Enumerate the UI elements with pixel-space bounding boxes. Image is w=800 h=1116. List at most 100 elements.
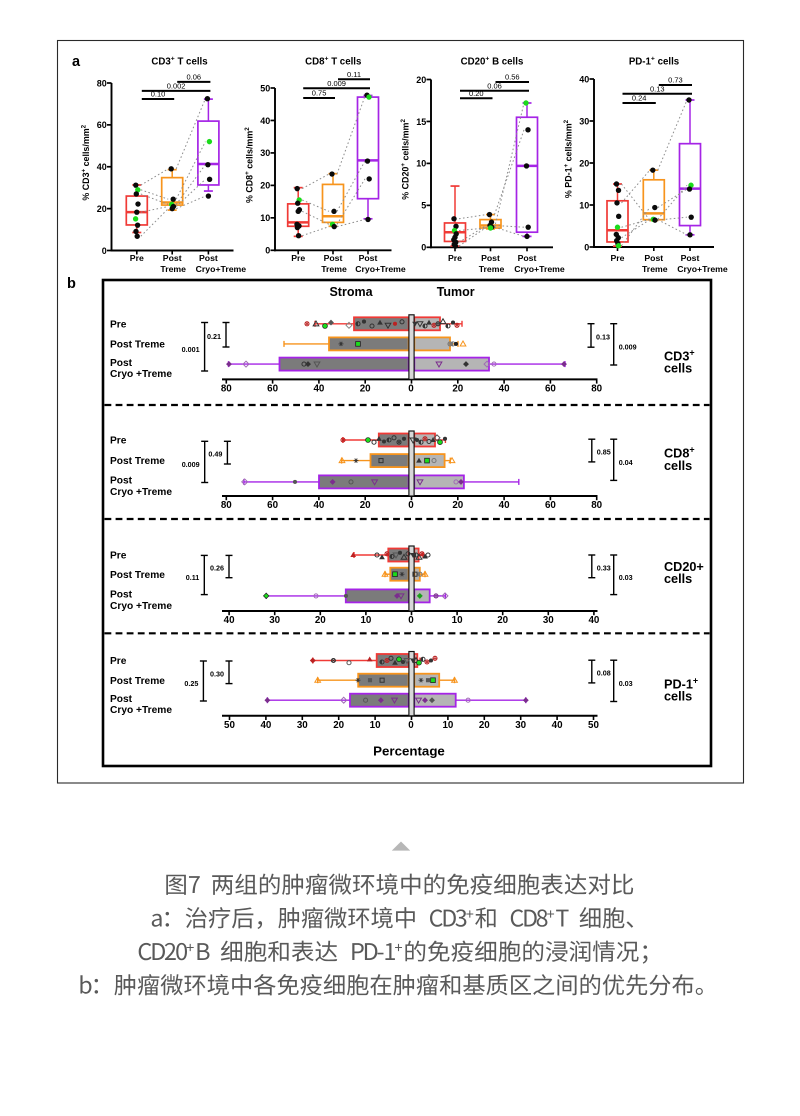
svg-text:Pre: Pre bbox=[110, 656, 127, 667]
svg-text:40: 40 bbox=[260, 720, 271, 731]
svg-text:CD8+: CD8+ bbox=[664, 445, 695, 461]
svg-text:Post Treme: Post Treme bbox=[110, 570, 165, 581]
svg-text:20: 20 bbox=[360, 383, 371, 394]
svg-text:Treme: Treme bbox=[642, 264, 668, 274]
svg-text:80: 80 bbox=[97, 78, 107, 88]
svg-text:Pre: Pre bbox=[110, 551, 127, 562]
svg-text:% CD3+ cells/mm2: % CD3+ cells/mm2 bbox=[81, 124, 91, 200]
svg-text:PD-1+: PD-1+ bbox=[664, 676, 698, 692]
svg-text:60: 60 bbox=[545, 500, 556, 511]
svg-text:Post: Post bbox=[518, 253, 537, 263]
svg-text:0.11: 0.11 bbox=[186, 573, 200, 582]
svg-text:10: 10 bbox=[370, 720, 381, 731]
svg-text:40: 40 bbox=[552, 720, 563, 731]
svg-text:15: 15 bbox=[416, 117, 426, 127]
svg-text:20: 20 bbox=[315, 615, 326, 626]
svg-text:40: 40 bbox=[313, 383, 324, 394]
svg-text:Treme: Treme bbox=[160, 264, 186, 274]
svg-text:PD-1+ cells: PD-1+ cells bbox=[629, 56, 679, 68]
svg-text:30: 30 bbox=[260, 148, 270, 158]
svg-text:10: 10 bbox=[452, 615, 463, 626]
svg-text:Cryo +Treme: Cryo +Treme bbox=[110, 601, 172, 612]
svg-text:0: 0 bbox=[102, 246, 107, 256]
svg-text:Cryo +Treme: Cryo +Treme bbox=[110, 705, 172, 716]
svg-text:20: 20 bbox=[497, 615, 508, 626]
svg-text:Stroma: Stroma bbox=[329, 285, 373, 299]
svg-text:CD20+: CD20+ bbox=[664, 560, 704, 574]
svg-text:60: 60 bbox=[545, 383, 556, 394]
svg-text:Cryo +Treme: Cryo +Treme bbox=[110, 487, 172, 498]
svg-text:0.33: 0.33 bbox=[597, 563, 611, 572]
svg-text:0.11: 0.11 bbox=[347, 70, 361, 79]
svg-text:40: 40 bbox=[499, 383, 510, 394]
svg-text:Pre: Pre bbox=[291, 253, 305, 263]
svg-text:Percentage: Percentage bbox=[373, 744, 445, 759]
svg-text:Cryo+Treme: Cryo+Treme bbox=[677, 264, 728, 274]
svg-text:10: 10 bbox=[416, 159, 426, 169]
svg-text:0: 0 bbox=[265, 246, 270, 256]
svg-text:0.009: 0.009 bbox=[182, 460, 200, 469]
svg-text:80: 80 bbox=[591, 500, 602, 511]
svg-text:0.20: 0.20 bbox=[469, 89, 484, 98]
svg-text:60: 60 bbox=[97, 120, 107, 130]
svg-text:0.002: 0.002 bbox=[167, 82, 186, 91]
svg-text:Treme: Treme bbox=[321, 264, 347, 274]
svg-text:0.13: 0.13 bbox=[650, 84, 665, 93]
svg-text:10: 10 bbox=[579, 200, 589, 210]
svg-text:CD8+ T cells: CD8+ T cells bbox=[305, 56, 361, 68]
svg-text:40: 40 bbox=[579, 74, 589, 84]
svg-text:0.009: 0.009 bbox=[327, 79, 346, 88]
svg-text:Post: Post bbox=[163, 253, 182, 263]
svg-text:cells: cells bbox=[664, 362, 692, 376]
svg-text:Pre: Pre bbox=[448, 253, 462, 263]
svg-text:Pre: Pre bbox=[110, 436, 127, 447]
svg-text:40: 40 bbox=[588, 615, 599, 626]
svg-text:CD20+ B cells: CD20+ B cells bbox=[461, 56, 524, 68]
svg-text:40: 40 bbox=[260, 116, 270, 126]
svg-text:0.49: 0.49 bbox=[208, 450, 222, 459]
svg-text:Cryo+Treme: Cryo+Treme bbox=[355, 264, 406, 274]
svg-text:40: 40 bbox=[97, 162, 107, 172]
svg-text:Pre: Pre bbox=[130, 253, 144, 263]
svg-text:0.06: 0.06 bbox=[487, 81, 502, 90]
svg-text:20: 20 bbox=[333, 720, 344, 731]
svg-text:Post: Post bbox=[359, 253, 378, 263]
svg-text:0.24: 0.24 bbox=[632, 94, 647, 103]
svg-text:cells: cells bbox=[664, 572, 692, 586]
svg-text:20: 20 bbox=[452, 500, 463, 511]
svg-text:0.56: 0.56 bbox=[505, 73, 520, 82]
svg-text:0.03: 0.03 bbox=[619, 679, 633, 688]
svg-text:Post: Post bbox=[110, 694, 133, 705]
svg-text:20: 20 bbox=[416, 75, 426, 85]
svg-text:Post: Post bbox=[110, 590, 133, 601]
svg-text:0.08: 0.08 bbox=[597, 669, 611, 678]
svg-text:0.73: 0.73 bbox=[668, 76, 683, 85]
svg-text:CD3+: CD3+ bbox=[664, 347, 695, 363]
svg-text:b: b bbox=[67, 276, 76, 292]
svg-text:80: 80 bbox=[591, 383, 602, 394]
svg-text:0.06: 0.06 bbox=[186, 73, 201, 82]
svg-text:Post: Post bbox=[324, 253, 343, 263]
svg-text:0.30: 0.30 bbox=[210, 669, 224, 678]
svg-text:cells: cells bbox=[664, 690, 692, 704]
svg-text:0: 0 bbox=[408, 720, 414, 731]
svg-text:20: 20 bbox=[579, 158, 589, 168]
svg-text:Post: Post bbox=[481, 253, 500, 263]
svg-text:30: 30 bbox=[269, 615, 280, 626]
svg-text:Post: Post bbox=[644, 253, 663, 263]
svg-text:Cryo+Treme: Cryo+Treme bbox=[514, 264, 565, 274]
svg-text:0.75: 0.75 bbox=[312, 89, 327, 98]
svg-text:Post: Post bbox=[110, 476, 133, 487]
svg-text:0.03: 0.03 bbox=[619, 573, 633, 582]
svg-text:% CD20+ cells/mm2: % CD20+ cells/mm2 bbox=[400, 119, 410, 200]
svg-text:0.85: 0.85 bbox=[597, 448, 611, 457]
svg-text:30: 30 bbox=[515, 720, 526, 731]
svg-text:10: 10 bbox=[442, 720, 453, 731]
svg-text:Cryo+Treme: Cryo+Treme bbox=[196, 264, 247, 274]
svg-text:0: 0 bbox=[408, 615, 414, 626]
svg-text:% CD8+ cells/mm2: % CD8+ cells/mm2 bbox=[244, 127, 254, 203]
svg-text:0: 0 bbox=[584, 242, 589, 252]
svg-text:20: 20 bbox=[97, 204, 107, 214]
svg-text:cells: cells bbox=[664, 459, 692, 473]
svg-text:Post Treme: Post Treme bbox=[110, 676, 165, 687]
